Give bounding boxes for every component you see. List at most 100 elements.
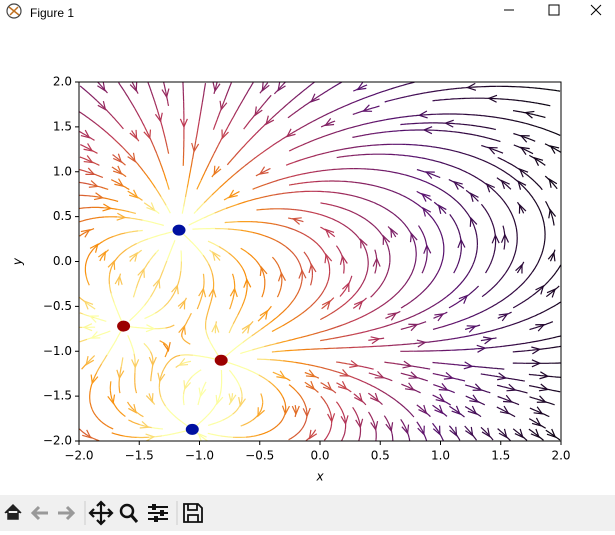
streamline bbox=[428, 183, 439, 188]
streamline bbox=[193, 218, 204, 223]
streamline bbox=[312, 266, 313, 276]
home-button[interactable] bbox=[5, 505, 21, 519]
streamline bbox=[143, 171, 149, 179]
save-button[interactable] bbox=[184, 504, 202, 522]
streamline bbox=[256, 126, 264, 134]
streamline bbox=[113, 337, 118, 346]
streamline bbox=[507, 162, 517, 168]
streamline bbox=[438, 339, 451, 341]
streamline bbox=[103, 236, 114, 241]
streamline bbox=[556, 265, 561, 273]
streamline bbox=[476, 332, 488, 335]
streamline bbox=[356, 378, 367, 383]
streamline bbox=[490, 217, 494, 226]
streamline bbox=[389, 293, 397, 300]
streamline bbox=[224, 197, 229, 200]
streamline bbox=[80, 313, 83, 314]
streamline bbox=[340, 300, 349, 307]
streamline bbox=[348, 318, 359, 323]
streamline bbox=[262, 288, 265, 297]
streamline bbox=[288, 114, 294, 118]
streamline bbox=[241, 426, 243, 427]
streamline bbox=[433, 326, 445, 329]
streamline bbox=[162, 434, 174, 436]
axes-frame bbox=[79, 82, 561, 441]
streamline bbox=[283, 361, 296, 363]
streamline bbox=[197, 203, 205, 211]
streamline bbox=[383, 154, 396, 155]
streamline bbox=[413, 416, 414, 417]
streamline bbox=[367, 383, 378, 388]
streamline bbox=[117, 201, 119, 202]
streamline bbox=[554, 377, 560, 378]
streamline bbox=[403, 82, 415, 85]
streamline bbox=[94, 318, 106, 322]
streamline bbox=[555, 286, 559, 290]
streamline bbox=[86, 276, 89, 285]
streamline bbox=[320, 367, 332, 370]
streamline bbox=[387, 243, 390, 252]
streamline bbox=[214, 119, 217, 128]
streamline bbox=[312, 116, 323, 121]
streamline bbox=[434, 270, 439, 279]
streamline bbox=[302, 122, 312, 128]
close[interactable] bbox=[591, 5, 601, 15]
streamline bbox=[277, 388, 283, 396]
streamline bbox=[447, 290, 455, 297]
streamline bbox=[438, 188, 448, 194]
streamline bbox=[297, 89, 306, 96]
streamline bbox=[294, 254, 300, 263]
streamline bbox=[174, 240, 175, 242]
streamline bbox=[164, 361, 170, 370]
streamline bbox=[471, 87, 484, 88]
streamline bbox=[255, 184, 267, 188]
streamline bbox=[449, 302, 459, 308]
streamline bbox=[549, 273, 556, 281]
streamline bbox=[522, 391, 528, 393]
maximize[interactable] bbox=[549, 5, 559, 15]
streamline bbox=[163, 261, 167, 270]
streamline bbox=[119, 124, 123, 129]
streamline bbox=[523, 295, 532, 302]
streamline bbox=[193, 355, 206, 357]
pan-button[interactable] bbox=[90, 502, 112, 524]
streamline bbox=[513, 351, 526, 352]
streamline bbox=[513, 120, 525, 123]
streamline bbox=[212, 188, 220, 196]
streamline bbox=[164, 172, 167, 181]
streamline bbox=[424, 114, 437, 115]
streamline bbox=[329, 150, 341, 153]
streamline bbox=[182, 207, 183, 214]
streamline bbox=[304, 252, 308, 257]
streamline bbox=[344, 264, 345, 274]
streamline bbox=[143, 220, 155, 223]
streamline bbox=[332, 370, 344, 374]
streamline bbox=[353, 90, 356, 91]
streamline bbox=[367, 184, 379, 187]
streamline bbox=[264, 344, 276, 347]
streamline bbox=[382, 324, 394, 328]
streamline bbox=[457, 168, 468, 173]
streamline bbox=[279, 177, 291, 180]
streamline bbox=[208, 433, 221, 435]
streamline bbox=[118, 312, 122, 321]
streamline bbox=[261, 323, 270, 330]
streamline bbox=[320, 227, 325, 230]
streamline bbox=[153, 145, 157, 154]
streamline bbox=[337, 156, 345, 157]
y-tick-label: −1.5 bbox=[43, 389, 72, 403]
forward-button[interactable] bbox=[58, 507, 73, 519]
streamline bbox=[526, 272, 533, 280]
streamline bbox=[244, 128, 245, 129]
streamline bbox=[465, 349, 478, 350]
streamline bbox=[258, 103, 265, 111]
back-button[interactable] bbox=[33, 507, 48, 519]
title-bar: Figure 1 bbox=[0, 0, 615, 30]
streamline bbox=[208, 302, 211, 311]
streamline bbox=[476, 246, 477, 256]
streamline bbox=[362, 298, 366, 302]
streamline bbox=[241, 248, 248, 253]
streamline bbox=[272, 326, 282, 332]
streamline bbox=[281, 278, 282, 288]
